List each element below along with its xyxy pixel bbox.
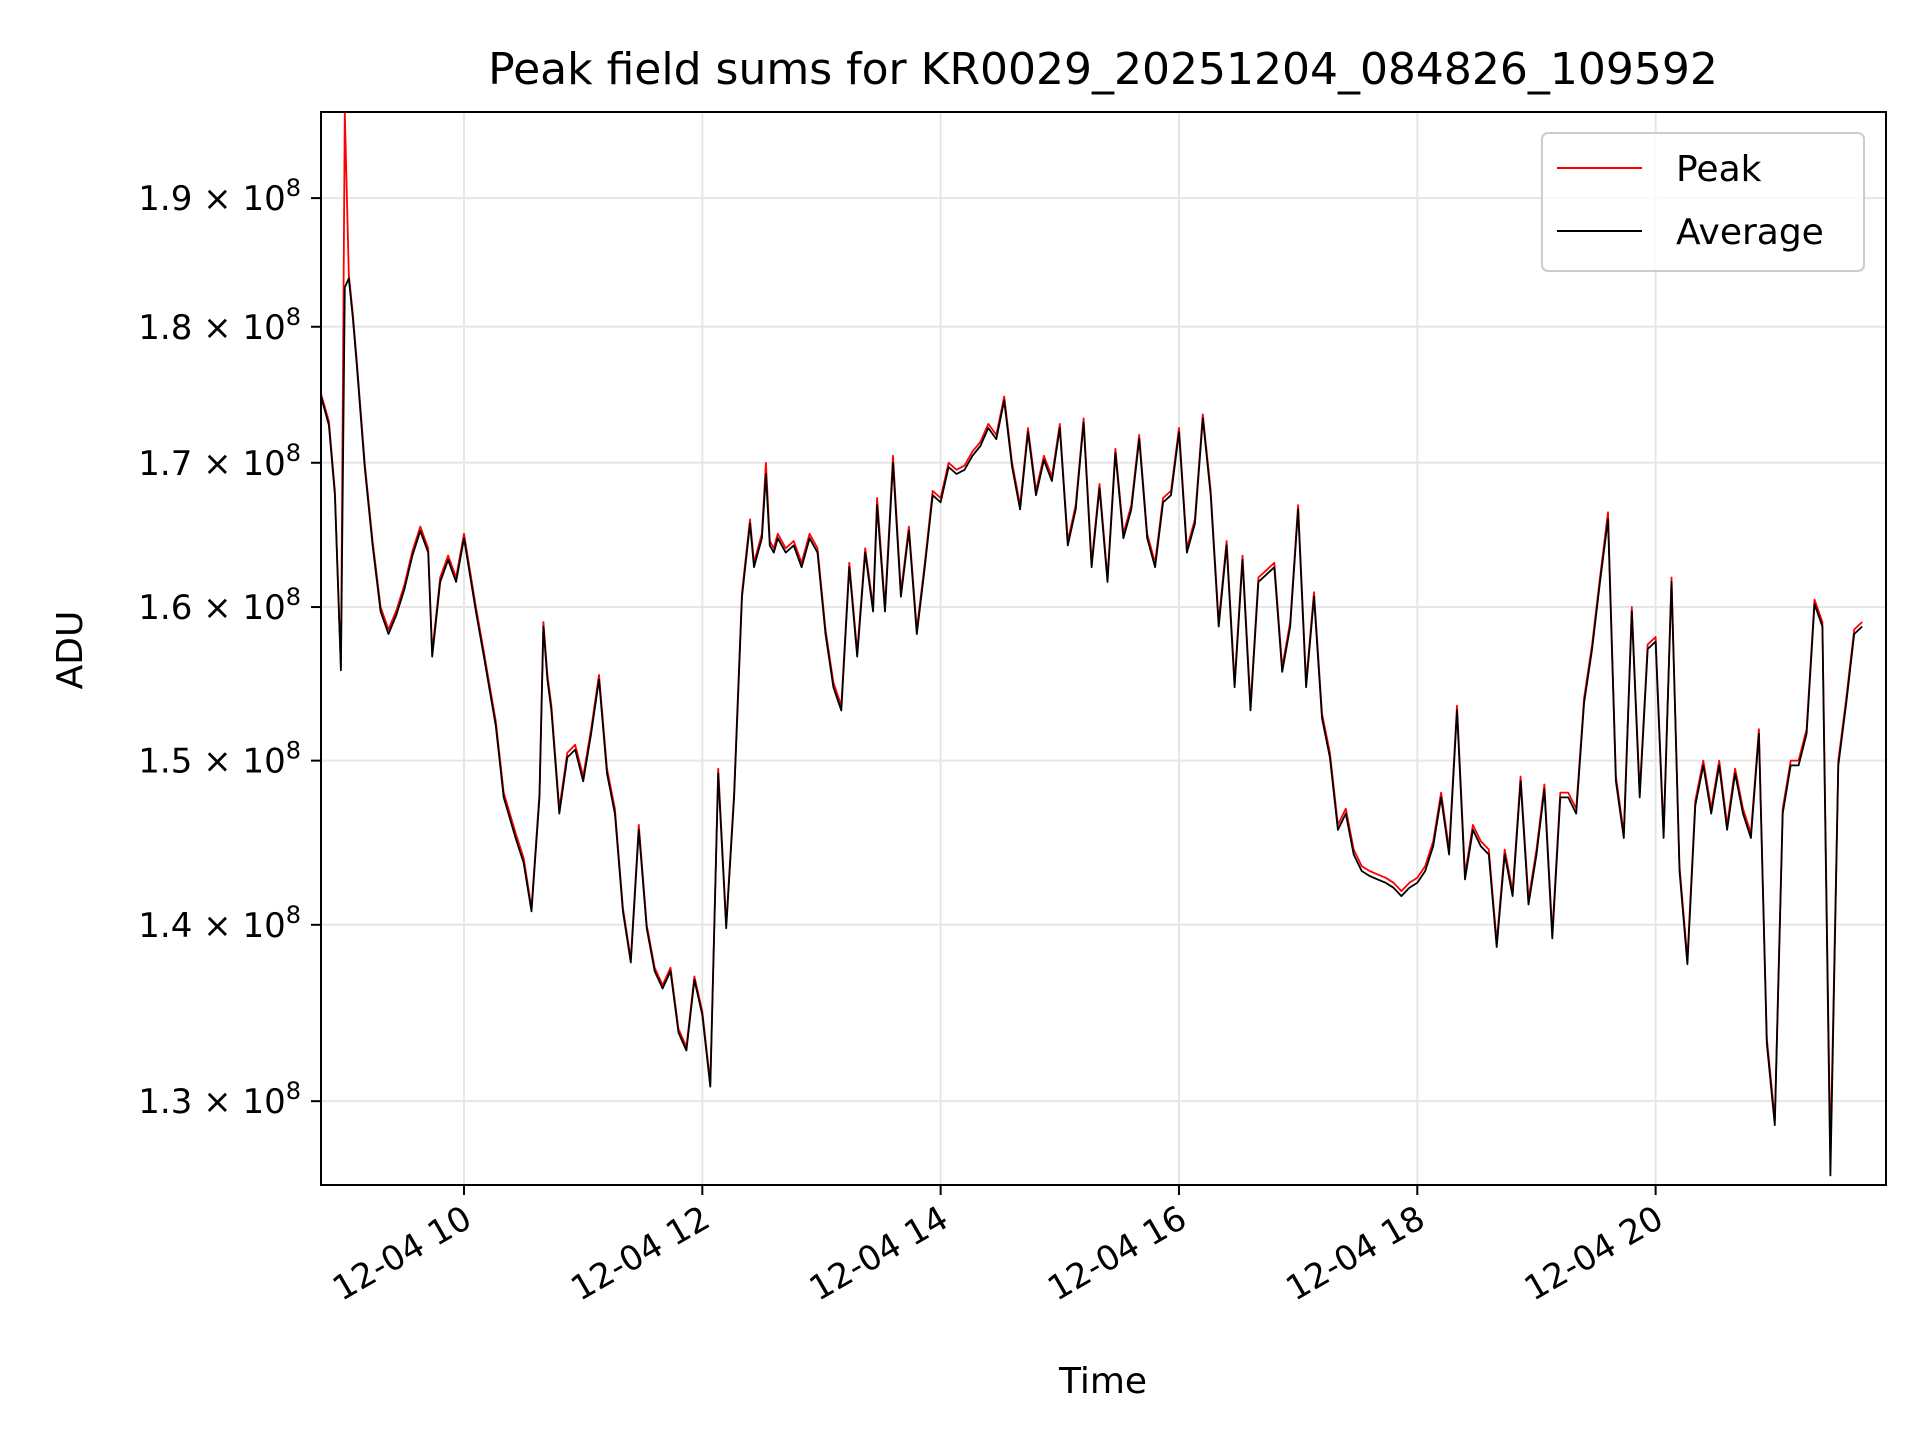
y-tick-label: 1.9 × 108 (138, 174, 301, 219)
y-tick-label: 1.5 × 108 (138, 737, 301, 782)
y-tick-label: 1.7 × 108 (138, 439, 301, 484)
y-axis-label: ADU (50, 611, 91, 690)
y-tick-label: 1.3 × 108 (138, 1077, 301, 1122)
y-tick-label: 1.6 × 108 (138, 583, 301, 628)
series-line-average (321, 277, 1863, 1177)
gridlines (321, 112, 1886, 1185)
y-tick-label: 1.8 × 108 (138, 303, 301, 348)
y-axis: 1.3 × 108 1.4 × 108 1.5 × 108 1.6 × 108 1.7 … (138, 174, 321, 1122)
legend: Peak Average (1541, 132, 1865, 272)
y-tick-label: 1.4 × 108 (138, 901, 301, 946)
legend-label-average: Average (1676, 212, 1824, 253)
chart-title: Peak field sums for KR0029_20251204_0848… (488, 44, 1718, 95)
plot-area (321, 112, 1886, 1185)
plot-frame (320, 111, 1887, 1186)
series-layer (321, 112, 1863, 1177)
legend-label-peak: Peak (1676, 149, 1762, 190)
x-axis-label: Time (1058, 1361, 1147, 1402)
